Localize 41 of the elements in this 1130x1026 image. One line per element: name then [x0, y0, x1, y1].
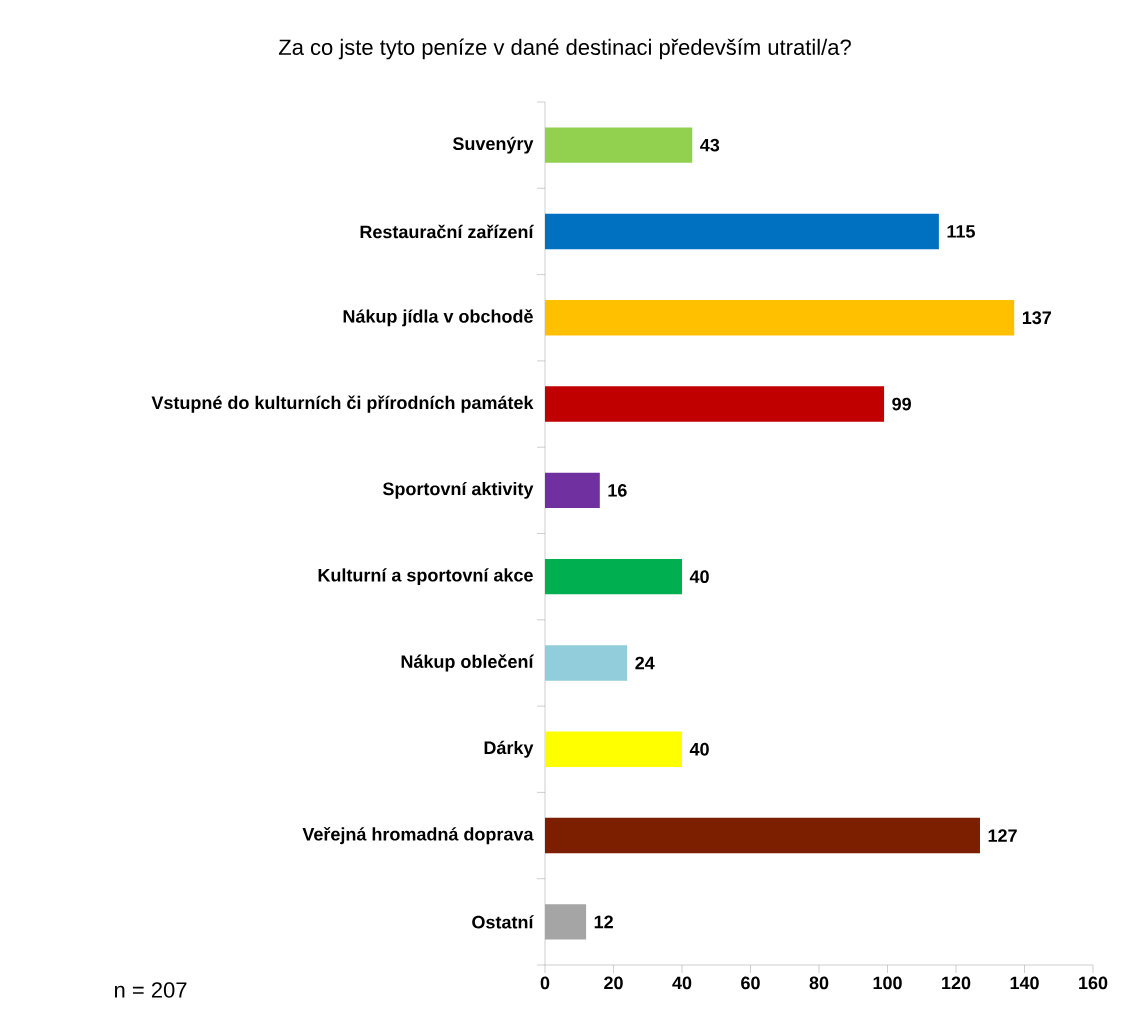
y-tick-label: Vstupné do kulturních či přírodních památek	[151, 395, 534, 413]
y-tick-label: Nákup jídla v obchodě	[343, 309, 533, 327]
text: n = 207	[114, 982, 187, 998]
x-tick-label: 140	[1010, 976, 1039, 990]
data-label: 12	[594, 915, 613, 929]
data-label: 40	[689, 570, 709, 584]
y-tick-label: Ostatní	[472, 915, 534, 929]
chart-title: Za co jste tyto peníze v dané destinaci především utratil/a?	[278, 38, 851, 60]
x-tick-label: 40	[672, 976, 692, 990]
y-tick-label: Sportovní aktivity	[382, 481, 534, 499]
bar	[545, 904, 587, 940]
bar	[545, 386, 885, 422]
data-label: 99	[892, 397, 911, 411]
data-label: 137	[1022, 311, 1051, 325]
y-tick-label: Restaurační zařízení	[360, 224, 534, 239]
x-tick-label: 100	[873, 976, 902, 990]
data-label: 115	[947, 225, 975, 238]
data-label: 127	[988, 829, 1017, 842]
bar	[545, 731, 682, 767]
y-tick-label: Nákup oblečení	[401, 654, 534, 672]
x-tick-label: 80	[809, 976, 829, 990]
bar	[545, 300, 1015, 336]
bar	[545, 213, 939, 250]
data-label: 43	[700, 138, 720, 152]
bar	[545, 127, 693, 163]
x-tick-label: 160	[1079, 976, 1108, 990]
y-tick-label: Dárky	[484, 740, 534, 758]
bar	[545, 645, 628, 681]
data-label: 40	[689, 742, 709, 756]
bar	[545, 817, 980, 854]
y-tick-label: Suvenýry	[452, 136, 534, 154]
y-tick-label: Kulturní a sportovní akce	[318, 568, 533, 586]
x-tick-label: 60	[741, 976, 760, 990]
x-tick-label: 20	[604, 976, 623, 990]
x-tick-label: 120	[942, 976, 971, 990]
data-label: 16	[608, 483, 627, 497]
bar	[545, 472, 600, 509]
data-label: 24	[635, 656, 655, 670]
y-tick-label: Veřejná hromadná doprava	[302, 826, 534, 845]
bar	[545, 558, 682, 595]
x-tick-label: 0	[540, 976, 550, 990]
